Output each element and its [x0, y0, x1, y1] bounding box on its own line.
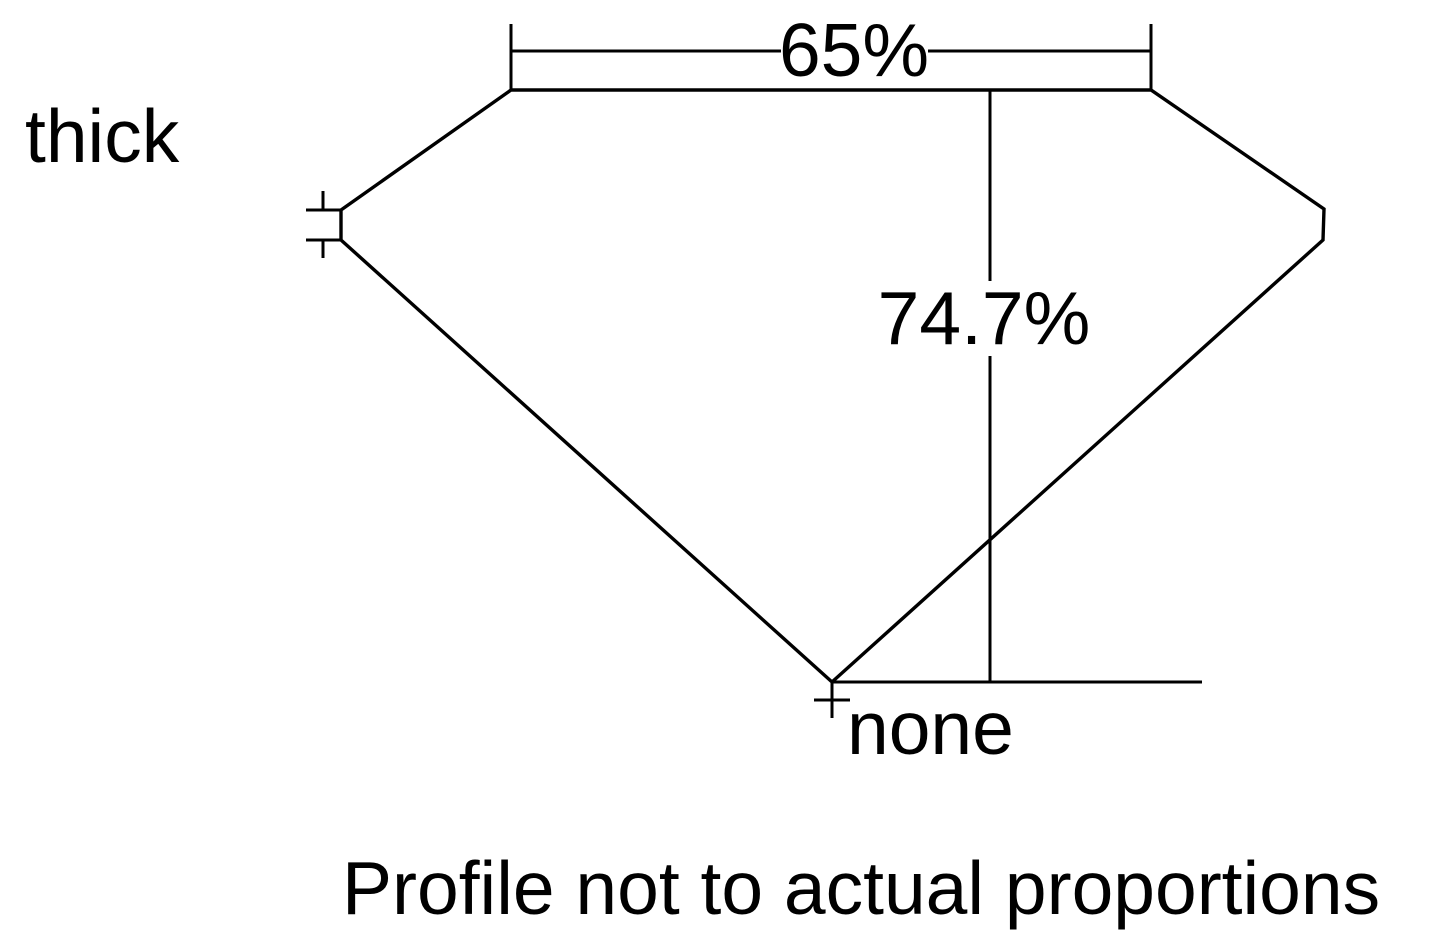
table-width-percentage-label: 65%: [778, 8, 930, 92]
proportions-caption: Profile not to actual proportions: [342, 846, 1381, 930]
girdle-thickness-label: thick: [25, 94, 180, 178]
total-depth-percentage-label: 74.7%: [871, 281, 1097, 356]
culet-size-label: none: [847, 686, 1014, 770]
diamond-profile-outline: [339, 88, 1326, 685]
